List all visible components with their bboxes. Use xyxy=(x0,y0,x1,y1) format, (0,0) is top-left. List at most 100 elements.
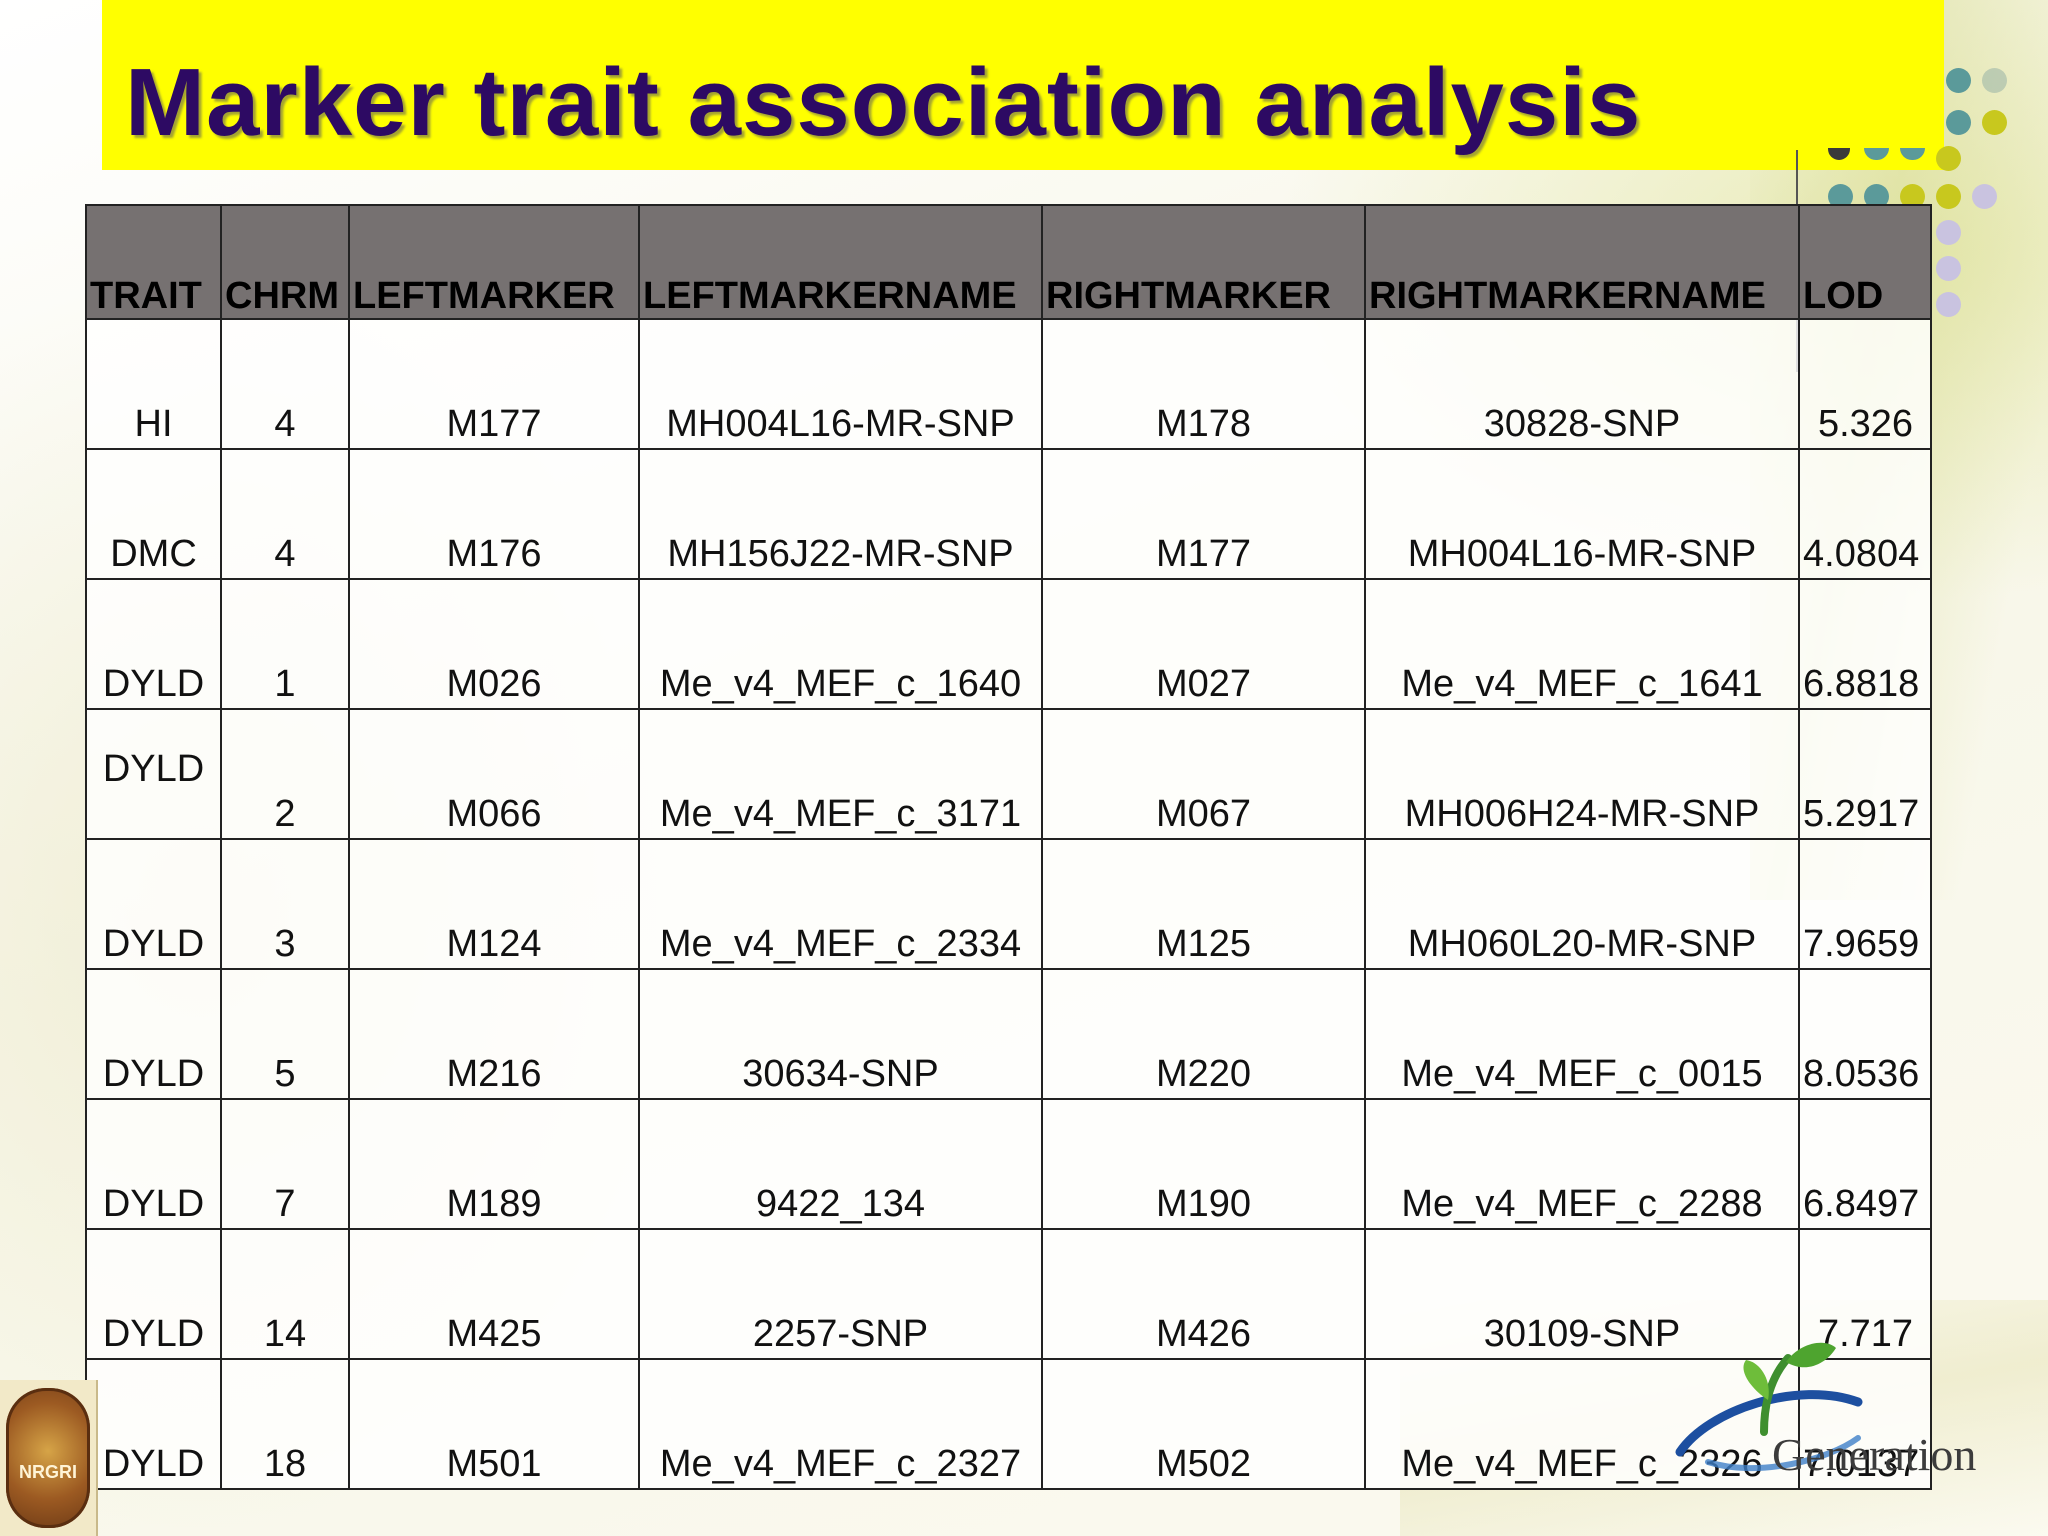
cell-lod: 5.2917 xyxy=(1798,708,1932,840)
column-header-chrm: CHRM xyxy=(220,204,350,320)
cell-trait: DYLD xyxy=(85,1358,222,1490)
cell-lod: 6.8497 xyxy=(1798,1098,1932,1230)
cell-leftmarker: M425 xyxy=(348,1228,640,1360)
cell-lod: 6.8818 xyxy=(1798,578,1932,710)
cell-leftmarker: M216 xyxy=(348,968,640,1100)
table-row: DYLD 7 M189 9422_134 M190 Me_v4_MEF_c_22… xyxy=(85,1098,1932,1230)
cell-rightmarkername: MH004L16-MR-SNP xyxy=(1364,448,1800,580)
cell-rightmarker: M190 xyxy=(1041,1098,1366,1230)
cell-rightmarkername: 30109-SNP xyxy=(1364,1228,1800,1360)
cell-leftmarkername: Me_v4_MEF_c_1640 xyxy=(638,578,1043,710)
cell-rightmarker: M177 xyxy=(1041,448,1366,580)
decor-dot xyxy=(1900,148,1925,160)
cell-rightmarker: M502 xyxy=(1041,1358,1366,1490)
cell-rightmarker: M027 xyxy=(1041,578,1366,710)
column-header-leftmarker: LEFTMARKER xyxy=(348,204,640,320)
cell-rightmarker: M426 xyxy=(1041,1228,1366,1360)
cell-chrm: 1 xyxy=(220,578,350,710)
decor-dot xyxy=(1864,148,1889,160)
cell-leftmarkername: Me_v4_MEF_c_2334 xyxy=(638,838,1043,970)
table-row: DYLD 2 M066 Me_v4_MEF_c_3171 M067 MH006H… xyxy=(85,708,1932,840)
decor-dot xyxy=(1936,220,1961,245)
cell-chrm: 18 xyxy=(220,1358,350,1490)
nextgen-logo-text: Generation xyxy=(1772,1429,1977,1480)
cell-lod: 5.326 xyxy=(1798,318,1932,450)
nextgen-leaf-icon xyxy=(1675,1342,1863,1472)
cell-leftmarkername: MH156J22-MR-SNP xyxy=(638,448,1043,580)
cell-chrm: 2 xyxy=(220,708,350,840)
column-header-rightmarkername: RIGHTMARKERNAME xyxy=(1364,204,1800,320)
cell-chrm: 4 xyxy=(220,318,350,450)
table-row: HI 4 M177 MH004L16-MR-SNP M178 30828-SNP… xyxy=(85,318,1932,450)
cell-rightmarker: M220 xyxy=(1041,968,1366,1100)
cell-chrm: 4 xyxy=(220,448,350,580)
cell-lod: 8.0536 xyxy=(1798,968,1932,1100)
table-row: DMC 4 M176 MH156J22-MR-SNP M177 MH004L16… xyxy=(85,448,1932,580)
cell-lod: 7.717 xyxy=(1798,1228,1932,1360)
decor-dot xyxy=(1936,292,1961,317)
cell-leftmarkername: 2257-SNP xyxy=(638,1228,1043,1360)
decor-dot xyxy=(1982,110,2007,135)
table-row: DYLD 5 M216 30634-SNP M220 Me_v4_MEF_c_0… xyxy=(85,968,1932,1100)
table-header-row: TRAIT CHRM LEFTMARKER LEFTMARKERNAME RIG… xyxy=(85,204,1932,320)
cell-rightmarker: M067 xyxy=(1041,708,1366,840)
cell-leftmarkername: Me_v4_MEF_c_3171 xyxy=(638,708,1043,840)
nrgri-seal-icon xyxy=(6,1388,90,1528)
cell-trait: DYLD xyxy=(85,1098,222,1230)
cell-rightmarkername: 30828-SNP xyxy=(1364,318,1800,450)
slide-title: Marker trait association analysis xyxy=(125,49,1642,156)
nrgri-logo-text: NRGRI xyxy=(19,1462,77,1482)
cell-rightmarkername: Me_v4_MEF_c_0015 xyxy=(1364,968,1800,1100)
cell-leftmarkername: MH004L16-MR-SNP xyxy=(638,318,1043,450)
cell-leftmarkername: Me_v4_MEF_c_2327 xyxy=(638,1358,1043,1490)
cell-rightmarkername: MH006H24-MR-SNP xyxy=(1364,708,1800,840)
decor-dot xyxy=(1828,148,1850,160)
cell-lod: 4.0804 xyxy=(1798,448,1932,580)
cell-leftmarker: M066 xyxy=(348,708,640,840)
cell-chrm: 14 xyxy=(220,1228,350,1360)
cell-chrm: 5 xyxy=(220,968,350,1100)
cell-trait: DYLD xyxy=(85,1228,222,1360)
column-header-leftmarkername: LEFTMARKERNAME xyxy=(638,204,1043,320)
table-row: DYLD 18 M501 Me_v4_MEF_c_2327 M502 Me_v4… xyxy=(85,1358,1932,1490)
marker-trait-table: TRAIT CHRM LEFTMARKER LEFTMARKERNAME RIG… xyxy=(85,204,1932,1490)
table-row: DYLD 14 M425 2257-SNP M426 30109-SNP 7.7… xyxy=(85,1228,1932,1360)
title-banner xyxy=(102,0,1944,170)
decor-dot xyxy=(1936,184,1961,209)
decor-dot xyxy=(1936,256,1961,281)
cell-rightmarker: M178 xyxy=(1041,318,1366,450)
nextgen-logo: Generation xyxy=(1668,1340,2008,1490)
cell-trait: DYLD xyxy=(85,708,222,840)
cell-trait: DYLD xyxy=(85,578,222,710)
column-header-trait: TRAIT xyxy=(85,204,222,320)
decor-dot xyxy=(1972,184,1997,209)
decor-dot xyxy=(1946,110,1971,135)
cell-leftmarker: M176 xyxy=(348,448,640,580)
cell-rightmarkername: MH060L20-MR-SNP xyxy=(1364,838,1800,970)
cell-leftmarker: M026 xyxy=(348,578,640,710)
nrgri-logo: NRGRI xyxy=(0,1380,98,1536)
decor-dot xyxy=(1936,146,1961,171)
cell-leftmarker: M177 xyxy=(348,318,640,450)
decor-dot xyxy=(1946,68,1971,93)
cell-leftmarkername: 30634-SNP xyxy=(638,968,1043,1100)
trait-cell-wrap: DYLD xyxy=(88,711,219,836)
column-header-lod: LOD xyxy=(1798,204,1932,320)
cell-leftmarkername: 9422_134 xyxy=(638,1098,1043,1230)
cell-trait: HI xyxy=(85,318,222,450)
cell-leftmarker: M189 xyxy=(348,1098,640,1230)
decor-dot xyxy=(1982,68,2007,93)
cell-leftmarker: M124 xyxy=(348,838,640,970)
cell-lod: 7.9659 xyxy=(1798,838,1932,970)
cell-rightmarkername: Me_v4_MEF_c_1641 xyxy=(1364,578,1800,710)
cell-lod: 7.0137 xyxy=(1798,1358,1932,1490)
cell-trait: DMC xyxy=(85,448,222,580)
cell-trait: DYLD xyxy=(85,968,222,1100)
cell-rightmarkername: Me_v4_MEF_c_2288 xyxy=(1364,1098,1800,1230)
cell-trait: DYLD xyxy=(85,838,222,970)
cell-chrm: 7 xyxy=(220,1098,350,1230)
cell-chrm: 3 xyxy=(220,838,350,970)
table-row: DYLD 3 M124 Me_v4_MEF_c_2334 M125 MH060L… xyxy=(85,838,1932,970)
table-row: DYLD 1 M026 Me_v4_MEF_c_1640 M027 Me_v4_… xyxy=(85,578,1932,710)
cell-trait-text: DYLD xyxy=(102,748,205,790)
